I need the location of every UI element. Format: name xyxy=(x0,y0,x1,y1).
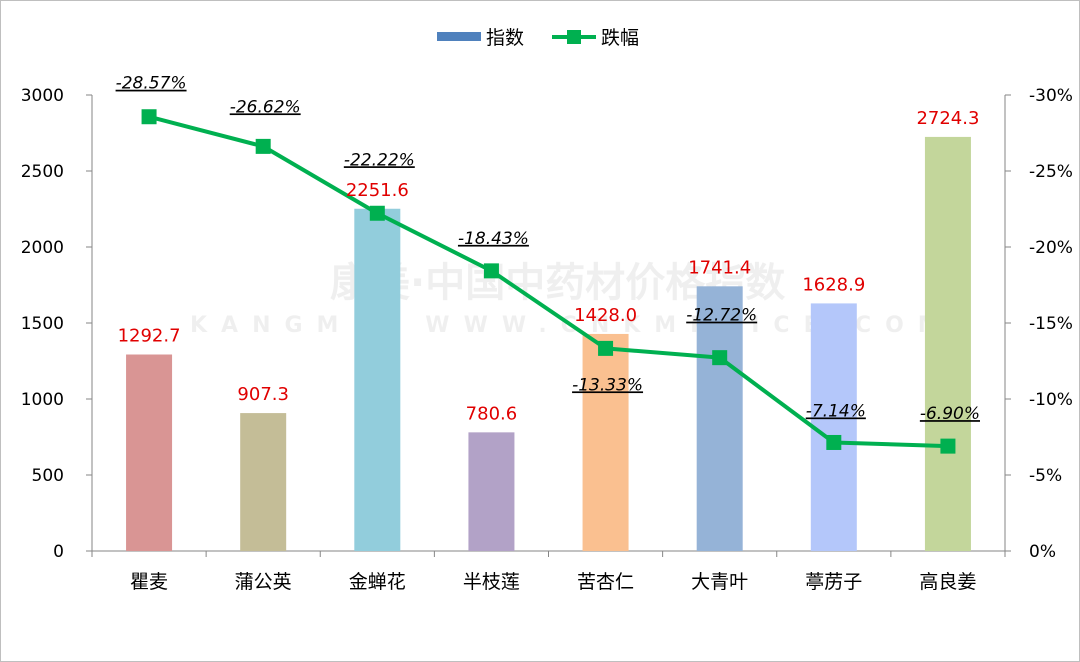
legend: 指数 跌幅 xyxy=(437,27,639,49)
left-tick-label: 500 xyxy=(32,466,64,486)
right-tick-label: 0% xyxy=(1029,542,1056,562)
legend-swatch-index xyxy=(437,32,481,41)
bar-苦杏仁 xyxy=(582,333,629,551)
drop-marker-大青叶 xyxy=(712,350,728,366)
bar-value-label: 1292.7 xyxy=(118,326,181,347)
right-tick-label: -30% xyxy=(1029,86,1073,106)
legend-label-index: 指数 xyxy=(486,27,524,49)
bar-value-label: 1741.4 xyxy=(688,257,751,278)
data-labels: 1292.7 907.3 2251.6 780.6 1428.0 1741.4 1628.9… xyxy=(116,74,980,425)
bar-value-label: 1428.0 xyxy=(574,305,637,326)
right-tick-label: -5% xyxy=(1029,466,1062,486)
x-category-label: 半枝莲 xyxy=(463,571,520,593)
drop-marker-半枝莲 xyxy=(483,263,499,279)
drop-value-label: -6.90% xyxy=(920,404,980,424)
drop-value-label: -18.43% xyxy=(458,229,529,249)
right-tick-label: -25% xyxy=(1029,162,1073,182)
bar-金蝉花 xyxy=(354,208,401,551)
x-category-label: 瞿麦 xyxy=(130,571,168,593)
drop-value-label: -7.14% xyxy=(806,401,866,421)
legend-swatch-drop-marker xyxy=(567,30,581,44)
bar-value-label: 2724.3 xyxy=(916,108,979,129)
x-category-label: 高良姜 xyxy=(919,571,976,593)
drop-value-label: -26.62% xyxy=(230,97,301,117)
left-tick-label: 2000 xyxy=(21,238,64,258)
left-tick-label: 0 xyxy=(53,542,64,562)
legend-label-drop: 跌幅 xyxy=(601,27,639,49)
drop-value-label: -22.22% xyxy=(344,150,415,170)
bar-value-label: 907.3 xyxy=(237,384,289,405)
x-category-label: 苦杏仁 xyxy=(577,571,634,593)
bar-瞿麦 xyxy=(126,354,173,551)
bar-value-label: 1628.9 xyxy=(802,274,865,295)
x-category-label: 金蝉花 xyxy=(349,571,406,593)
drop-line xyxy=(148,114,949,449)
drop-marker-蒲公英 xyxy=(255,138,271,154)
x-category-label: 蒲公英 xyxy=(235,571,292,593)
left-tick-label: 1500 xyxy=(21,314,64,334)
drop-marker-葶苈子 xyxy=(826,434,842,450)
left-tick-label: 2500 xyxy=(21,162,64,182)
drop-marker-瞿麦 xyxy=(141,109,157,125)
right-tick-label: -15% xyxy=(1029,314,1073,334)
drop-marker-高良姜 xyxy=(940,438,956,454)
right-tick-label: -10% xyxy=(1029,390,1073,410)
bar-大青叶 xyxy=(696,286,743,551)
drop-value-label: -28.57% xyxy=(116,74,187,94)
bar-value-label: 780.6 xyxy=(466,403,518,424)
right-tick-label: -20% xyxy=(1029,238,1073,258)
bar-半枝莲 xyxy=(468,432,515,551)
left-tick-label: 3000 xyxy=(21,86,64,106)
drop-line-series xyxy=(141,109,956,454)
x-category-label: 葶苈子 xyxy=(805,571,862,593)
bar-value-label: 2251.6 xyxy=(346,180,409,201)
bar-高良姜 xyxy=(924,136,971,551)
drop-marker-苦杏仁 xyxy=(598,340,614,356)
x-category-label: 大青叶 xyxy=(691,571,748,593)
bar-蒲公英 xyxy=(240,413,287,551)
drop-value-label: -13.33% xyxy=(572,375,643,395)
bars xyxy=(126,136,971,551)
bar-葶苈子 xyxy=(810,303,857,551)
drop-value-label: -12.72% xyxy=(686,306,757,326)
left-tick-label: 1000 xyxy=(21,390,64,410)
drop-marker-金蝉花 xyxy=(369,205,385,221)
